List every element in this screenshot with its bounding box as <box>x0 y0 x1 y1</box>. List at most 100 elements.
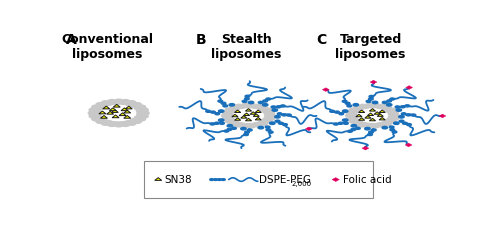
Circle shape <box>214 122 219 124</box>
Polygon shape <box>374 112 380 114</box>
Circle shape <box>376 122 382 125</box>
Circle shape <box>268 114 276 117</box>
Circle shape <box>400 120 404 122</box>
Polygon shape <box>114 104 120 107</box>
Circle shape <box>391 111 398 114</box>
Circle shape <box>122 100 130 103</box>
Polygon shape <box>370 80 377 84</box>
Circle shape <box>84 97 154 129</box>
Circle shape <box>245 95 250 97</box>
Circle shape <box>350 108 356 112</box>
Circle shape <box>388 116 394 119</box>
Circle shape <box>134 103 141 106</box>
Circle shape <box>390 129 394 131</box>
Circle shape <box>230 122 237 125</box>
Circle shape <box>248 104 256 107</box>
Circle shape <box>359 104 366 108</box>
Polygon shape <box>405 143 412 147</box>
Circle shape <box>89 114 98 118</box>
Polygon shape <box>379 117 386 120</box>
Circle shape <box>140 108 148 112</box>
Circle shape <box>390 126 394 128</box>
Circle shape <box>354 106 361 109</box>
Polygon shape <box>246 109 252 111</box>
Circle shape <box>357 121 364 124</box>
Circle shape <box>240 127 246 130</box>
Polygon shape <box>322 88 329 91</box>
Circle shape <box>346 114 353 117</box>
Circle shape <box>118 121 126 124</box>
Circle shape <box>233 121 239 124</box>
Circle shape <box>372 124 380 128</box>
Text: Conventional
liposomes: Conventional liposomes <box>61 33 153 61</box>
Polygon shape <box>379 110 386 112</box>
Circle shape <box>264 116 270 119</box>
Polygon shape <box>358 118 365 120</box>
Circle shape <box>348 130 352 132</box>
Polygon shape <box>253 114 260 116</box>
FancyBboxPatch shape <box>144 161 372 198</box>
Text: DSPE-PEG: DSPE-PEG <box>259 174 311 185</box>
Circle shape <box>370 106 376 108</box>
Circle shape <box>222 179 225 180</box>
Circle shape <box>262 119 268 121</box>
Circle shape <box>388 113 394 116</box>
Circle shape <box>366 100 371 102</box>
Circle shape <box>89 108 98 112</box>
Polygon shape <box>124 110 130 113</box>
Circle shape <box>128 101 136 104</box>
Circle shape <box>286 114 291 116</box>
Circle shape <box>267 111 274 114</box>
Text: B: B <box>196 33 207 47</box>
Circle shape <box>248 101 254 104</box>
Circle shape <box>244 131 250 133</box>
Circle shape <box>227 125 232 127</box>
Circle shape <box>378 124 386 127</box>
Circle shape <box>402 113 406 115</box>
Circle shape <box>252 122 258 125</box>
Circle shape <box>140 114 148 118</box>
Circle shape <box>382 101 387 104</box>
Circle shape <box>350 116 357 119</box>
Circle shape <box>357 108 364 110</box>
Polygon shape <box>365 116 371 118</box>
Circle shape <box>382 126 388 129</box>
Circle shape <box>405 105 409 107</box>
Circle shape <box>392 114 400 117</box>
Polygon shape <box>106 112 114 114</box>
Polygon shape <box>356 114 362 117</box>
Circle shape <box>242 124 249 128</box>
Circle shape <box>382 121 388 124</box>
Circle shape <box>341 101 404 130</box>
Circle shape <box>358 109 387 122</box>
Circle shape <box>366 124 373 128</box>
Circle shape <box>246 123 252 126</box>
Polygon shape <box>154 178 162 180</box>
Circle shape <box>118 102 126 105</box>
Circle shape <box>260 122 268 125</box>
Circle shape <box>258 108 264 110</box>
Circle shape <box>221 102 226 104</box>
Circle shape <box>222 114 229 117</box>
Circle shape <box>271 106 276 108</box>
Circle shape <box>226 108 232 112</box>
Polygon shape <box>332 178 340 182</box>
Circle shape <box>266 126 270 128</box>
Polygon shape <box>244 113 250 115</box>
Circle shape <box>235 104 242 108</box>
Circle shape <box>232 127 236 129</box>
Polygon shape <box>246 118 252 121</box>
Circle shape <box>268 131 273 133</box>
Circle shape <box>114 99 123 103</box>
Circle shape <box>138 105 145 109</box>
Text: C: C <box>316 33 326 47</box>
Circle shape <box>391 117 398 120</box>
Circle shape <box>276 120 280 122</box>
Circle shape <box>346 117 354 120</box>
Polygon shape <box>255 110 262 112</box>
Circle shape <box>378 104 386 108</box>
Polygon shape <box>119 113 126 116</box>
Polygon shape <box>368 113 374 115</box>
Circle shape <box>386 119 392 121</box>
Circle shape <box>229 104 234 106</box>
